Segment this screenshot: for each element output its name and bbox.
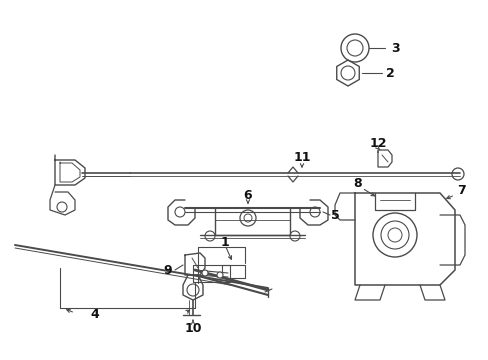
Text: 5: 5 — [330, 208, 339, 221]
Text: 2: 2 — [385, 67, 393, 80]
Text: 6: 6 — [243, 189, 252, 202]
Text: 1: 1 — [220, 235, 229, 248]
Text: 3: 3 — [390, 41, 399, 54]
Circle shape — [202, 270, 207, 276]
Text: 9: 9 — [163, 264, 172, 276]
Text: 10: 10 — [184, 321, 202, 334]
Text: 12: 12 — [368, 136, 386, 149]
Text: 8: 8 — [353, 176, 362, 189]
Text: 4: 4 — [90, 309, 99, 321]
Text: 11: 11 — [293, 150, 310, 163]
Circle shape — [217, 272, 223, 278]
Text: 7: 7 — [457, 184, 466, 197]
